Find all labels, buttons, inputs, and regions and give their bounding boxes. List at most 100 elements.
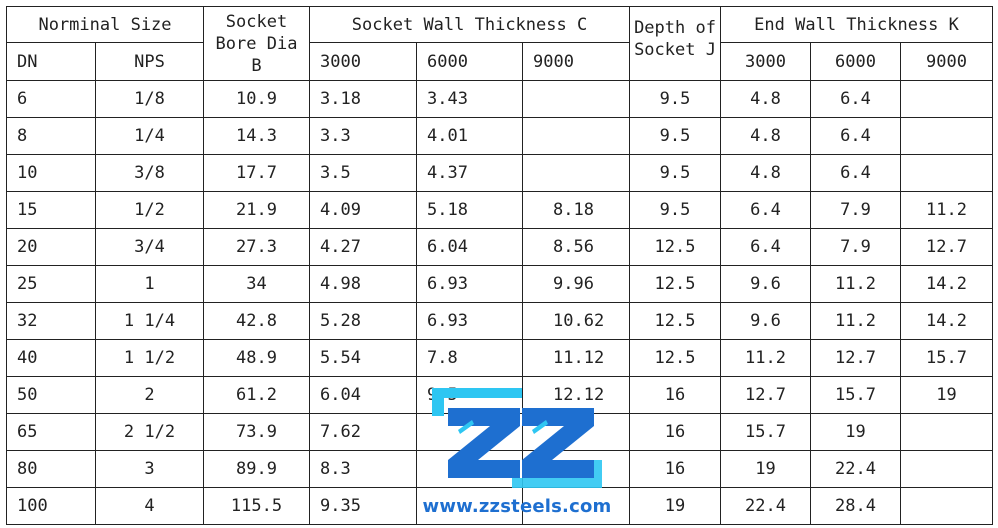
cell-b: 34 [203, 265, 310, 303]
table-row: 15 1/2 21.9 4.09 5.18 8.18 9.5 6.4 7.9 11.2 [6, 191, 994, 229]
table-row: 65 2 1/2 73.9 7.62 16 15.7 19 [6, 413, 994, 451]
cell-j: 19 [629, 487, 722, 525]
cell-k6000: 28.4 [810, 487, 902, 525]
header-c-6000: 6000 [416, 42, 523, 81]
cell-b: 10.9 [203, 80, 310, 118]
cell-dn: 8 [6, 117, 96, 155]
cell-dn: 6 [6, 80, 96, 118]
cell-c3000: 6.04 [309, 376, 417, 414]
table-body: 6 1/8 10.9 3.18 3.43 9.5 4.8 6.4 8 1/4 14.3 3.3 4.01… [6, 80, 994, 525]
cell-j: 9.5 [629, 80, 722, 118]
cell-k9000 [900, 487, 994, 525]
cell-nps: 1/2 [95, 191, 204, 229]
header-dn: DN [6, 42, 96, 81]
cell-k6000: 12.7 [810, 339, 902, 377]
cell-b: 115.5 [203, 487, 310, 525]
cell-k3000: 4.8 [720, 154, 812, 192]
header-depth-line2: Socket J [634, 40, 716, 60]
header-socket-bore-dia: Socket Bore Dia B [203, 6, 310, 81]
cell-c9000: 8.56 [521, 228, 631, 266]
cell-c3000: 3.18 [309, 80, 417, 118]
header-bore-line2: Bore Dia [215, 34, 298, 54]
cell-nps: 2 [95, 376, 204, 414]
cell-k9000: 14.2 [900, 302, 994, 340]
cell-c6000: 6.93 [416, 302, 523, 340]
cell-dn: 25 [6, 265, 96, 303]
table-row: 20 3/4 27.3 4.27 6.04 8.56 12.5 6.4 7.9 12.7 [6, 228, 994, 266]
cell-k6000: 11.2 [810, 302, 902, 340]
cell-c9000 [521, 487, 631, 525]
cell-dn: 10 [6, 154, 96, 192]
cell-nps: 1/4 [95, 117, 204, 155]
cell-c9000 [521, 154, 631, 192]
cell-c6000 [416, 487, 523, 525]
cell-c9000: 12.12 [521, 376, 631, 414]
cell-k3000: 9.6 [720, 265, 812, 303]
cell-j: 12.5 [629, 339, 722, 377]
cell-c6000: 7.8 [416, 339, 523, 377]
cell-b: 61.2 [203, 376, 310, 414]
cell-c3000: 7.62 [309, 413, 417, 451]
cell-k6000: 15.7 [810, 376, 902, 414]
cell-nps: 1 [95, 265, 204, 303]
table-row: 40 1 1/2 48.9 5.54 7.8 11.12 12.5 11.2 12.7 15.7 [6, 339, 994, 377]
cell-c3000: 8.3 [309, 450, 417, 488]
cell-b: 48.9 [203, 339, 310, 377]
cell-c6000: 5.18 [416, 191, 523, 229]
cell-c3000: 3.5 [309, 154, 417, 192]
cell-dn: 40 [6, 339, 96, 377]
cell-c6000: 3.43 [416, 80, 523, 118]
cell-k3000: 6.4 [720, 191, 812, 229]
dimensions-table: Norminal Size Socket Bore Dia B Socket W… [6, 6, 994, 525]
cell-j: 16 [629, 413, 722, 451]
header-k-3000: 3000 [720, 42, 812, 81]
cell-c6000: 4.37 [416, 154, 523, 192]
table-row: 6 1/8 10.9 3.18 3.43 9.5 4.8 6.4 [6, 80, 994, 118]
cell-k9000 [900, 154, 994, 192]
cell-k3000: 4.8 [720, 117, 812, 155]
cell-c6000 [416, 413, 523, 451]
cell-k3000: 12.7 [720, 376, 812, 414]
table-row: 8 1/4 14.3 3.3 4.01 9.5 4.8 6.4 [6, 117, 994, 155]
cell-c9000: 9.96 [521, 265, 631, 303]
cell-j: 12.5 [629, 302, 722, 340]
cell-c3000: 4.27 [309, 228, 417, 266]
cell-k6000: 22.4 [810, 450, 902, 488]
header-c-9000: 9000 [521, 42, 631, 81]
table-row: 10 3/8 17.7 3.5 4.37 9.5 4.8 6.4 [6, 154, 994, 192]
cell-c6000: 4.01 [416, 117, 523, 155]
cell-k9000: 11.2 [900, 191, 994, 229]
table-row: 25 1 34 4.98 6.93 9.96 12.5 9.6 11.2 14.2 [6, 265, 994, 303]
cell-k6000: 6.4 [810, 154, 902, 192]
cell-c6000: 9.5 [416, 376, 523, 414]
header-c-3000: 3000 [309, 42, 417, 81]
cell-k9000: 14.2 [900, 265, 994, 303]
cell-k3000: 4.8 [720, 80, 812, 118]
cell-dn: 100 [6, 487, 96, 525]
cell-b: 21.9 [203, 191, 310, 229]
header-nps: NPS [95, 42, 204, 81]
cell-j: 16 [629, 450, 722, 488]
cell-dn: 32 [6, 302, 96, 340]
cell-nps: 4 [95, 487, 204, 525]
cell-nps: 1/8 [95, 80, 204, 118]
header-bore-line1: Socket [225, 12, 288, 32]
cell-j: 12.5 [629, 228, 722, 266]
cell-j: 9.5 [629, 154, 722, 192]
header-end-wall-thickness: End Wall Thickness K [720, 6, 994, 43]
cell-k3000: 6.4 [720, 228, 812, 266]
cell-c9000 [521, 117, 631, 155]
cell-k9000 [900, 413, 994, 451]
cell-k3000: 19 [720, 450, 812, 488]
cell-c9000 [521, 80, 631, 118]
cell-c3000: 4.98 [309, 265, 417, 303]
cell-c9000: 8.18 [521, 191, 631, 229]
cell-k9000: 19 [900, 376, 994, 414]
cell-j: 9.5 [629, 117, 722, 155]
cell-k3000: 11.2 [720, 339, 812, 377]
cell-k9000 [900, 117, 994, 155]
cell-k3000: 22.4 [720, 487, 812, 525]
cell-dn: 50 [6, 376, 96, 414]
header-nominal-size: Norminal Size [6, 6, 204, 43]
cell-nps: 3/8 [95, 154, 204, 192]
